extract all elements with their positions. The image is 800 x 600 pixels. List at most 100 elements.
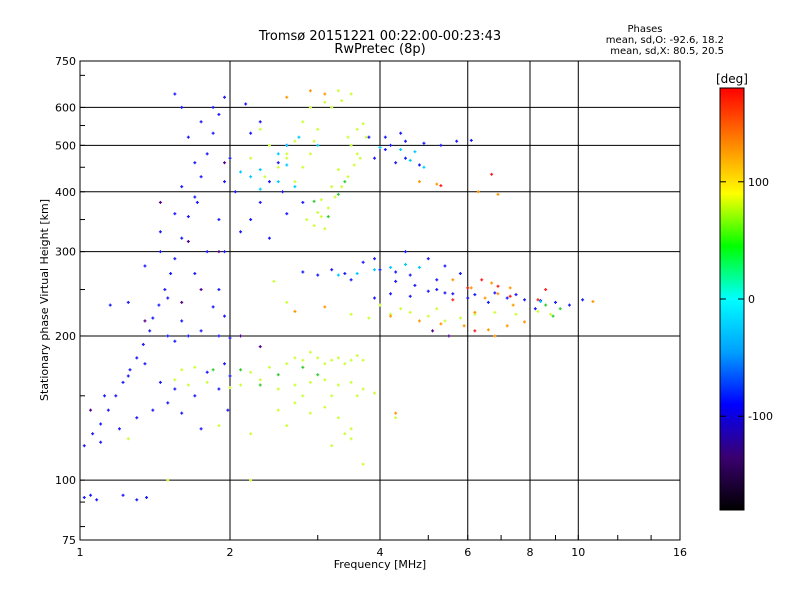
data-point (349, 380, 353, 384)
data-point (308, 380, 312, 384)
data-point (285, 156, 289, 160)
y-axis-label: Stationary phase Virtual Height [km] (38, 199, 51, 401)
data-point (151, 316, 155, 320)
data-point (403, 156, 407, 160)
data-point (193, 272, 197, 276)
data-point (505, 324, 509, 328)
data-point (439, 184, 443, 188)
data-point (301, 270, 305, 274)
data-point (469, 138, 473, 142)
data-point (476, 190, 480, 194)
data-point (383, 135, 387, 139)
y-tick-label: 200 (55, 330, 76, 343)
data-point (281, 190, 285, 194)
data-point (223, 314, 227, 318)
data-point (258, 378, 262, 382)
colorbar-tick-label: 0 (748, 293, 755, 306)
data-point (121, 380, 125, 384)
data-point (293, 309, 297, 313)
x-tick-label: 16 (673, 546, 687, 559)
data-point (293, 185, 297, 189)
data-point (451, 278, 455, 282)
data-point (408, 273, 412, 277)
data-point (308, 411, 312, 415)
data-point (305, 218, 309, 222)
data-point (157, 303, 161, 307)
data-point (258, 383, 262, 387)
data-point (217, 424, 221, 428)
data-point (496, 292, 500, 296)
x-tick-label: 4 (377, 546, 384, 559)
data-point (228, 336, 232, 340)
data-point (378, 145, 382, 149)
data-point (228, 386, 232, 390)
data-point (276, 180, 280, 184)
data-point (417, 265, 421, 269)
data-point (308, 350, 312, 354)
data-point (293, 356, 297, 360)
data-point (272, 279, 276, 283)
data-point (473, 293, 477, 297)
data-point (180, 105, 184, 109)
data-point (352, 163, 356, 167)
data-point (312, 199, 316, 203)
data-point (199, 329, 203, 333)
data-point (403, 139, 407, 143)
chart-subtitle: RwPretec (8p) (334, 42, 425, 57)
data-point (514, 293, 518, 297)
data-points (82, 89, 595, 502)
data-point (551, 314, 555, 318)
data-point (114, 394, 118, 398)
data-point (217, 387, 221, 391)
data-point (496, 284, 500, 288)
data-point (223, 161, 227, 165)
data-point (223, 180, 227, 184)
data-point (186, 334, 190, 338)
data-point (249, 218, 253, 222)
data-point (490, 172, 494, 176)
data-point (166, 296, 170, 300)
data-point (389, 292, 393, 296)
data-point (128, 368, 132, 372)
data-point (458, 316, 462, 320)
data-point (378, 303, 382, 307)
data-point (103, 394, 107, 398)
data-point (469, 286, 473, 290)
data-point (205, 370, 209, 374)
data-point (276, 373, 280, 377)
data-point (330, 105, 334, 109)
data-point (505, 296, 509, 300)
data-point (180, 300, 184, 304)
data-point (301, 358, 305, 362)
data-point (226, 408, 230, 412)
data-point (486, 300, 490, 304)
data-point (121, 493, 125, 497)
data-point (466, 286, 470, 290)
data-point (285, 300, 289, 304)
data-point (355, 127, 359, 131)
data-point (117, 427, 121, 431)
data-point (199, 427, 203, 431)
y-tick-label: 600 (55, 101, 76, 114)
data-point (443, 319, 447, 323)
data-point (316, 356, 320, 360)
colorbar-tick-label: 100 (748, 176, 769, 189)
data-point (316, 273, 320, 277)
data-point (173, 378, 177, 382)
stats-line-x: mean, sd,X: 80.5, 20.5 (610, 46, 724, 57)
data-point (293, 139, 297, 143)
data-point (539, 300, 543, 304)
data-point (373, 296, 377, 300)
data-point (523, 298, 527, 302)
data-point (258, 200, 262, 204)
data-point (173, 257, 177, 261)
data-point (126, 374, 130, 378)
data-point (336, 416, 340, 420)
data-point (308, 105, 312, 109)
data-point (91, 432, 95, 436)
data-point (267, 236, 271, 240)
data-point (567, 303, 571, 307)
data-point (301, 165, 305, 169)
data-point (417, 319, 421, 323)
data-point (186, 383, 190, 387)
